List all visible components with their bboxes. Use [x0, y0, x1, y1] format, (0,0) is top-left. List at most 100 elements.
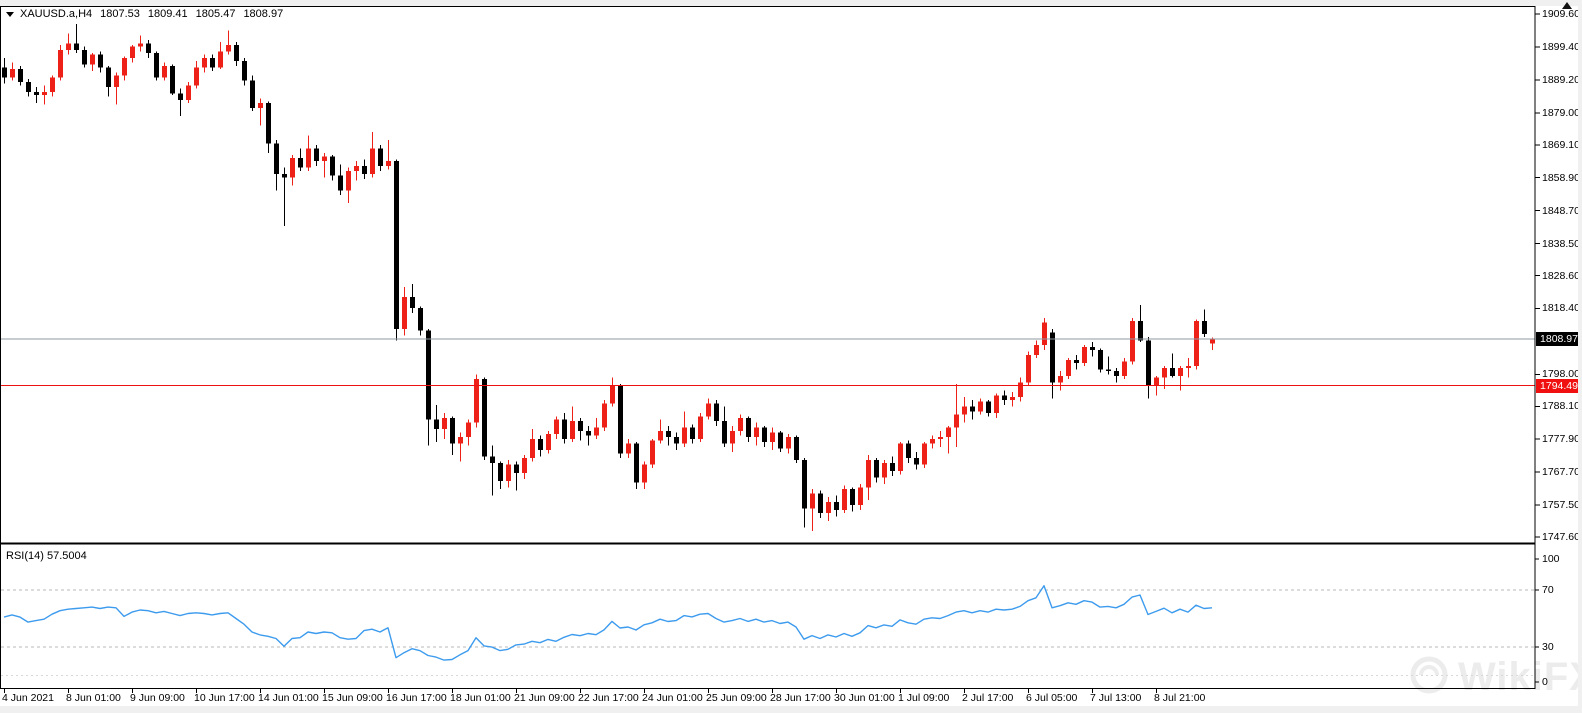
candle-body — [2, 67, 7, 78]
candle-body — [562, 419, 567, 439]
candle-body — [66, 43, 71, 50]
candle-body — [490, 456, 495, 464]
candle-body — [1170, 367, 1175, 376]
candle-body — [1090, 346, 1095, 351]
candle-body — [378, 148, 383, 167]
candle-body — [458, 437, 463, 444]
candle-body — [970, 406, 975, 412]
candle-body — [290, 157, 295, 178]
candle-body — [722, 421, 727, 444]
candle-body — [922, 443, 927, 465]
candle-body — [674, 437, 679, 444]
candle-body — [1018, 382, 1023, 397]
candle-body — [1074, 359, 1079, 363]
price-axis-label: 1777.90 — [1542, 433, 1580, 445]
candle-body — [138, 43, 143, 47]
symbol-period-label: XAUUSD.a,H4 — [20, 8, 93, 20]
candle-body — [578, 421, 583, 431]
candle-body — [706, 403, 711, 417]
candle-body — [450, 417, 455, 444]
candle-body — [442, 417, 447, 430]
candle-body — [1138, 321, 1143, 341]
candle-body — [162, 65, 167, 78]
symbol-dropdown-icon[interactable] — [6, 11, 14, 17]
price-axis-label: 1899.40 — [1542, 41, 1580, 53]
candle-body — [586, 430, 591, 436]
candle-body — [842, 488, 847, 510]
time-axis-label: 14 Jun 01:00 — [258, 692, 319, 704]
candle-body — [946, 427, 951, 438]
candle-body — [218, 51, 223, 68]
time-axis-label: 24 Jun 01:00 — [642, 692, 703, 704]
candle-body — [346, 170, 351, 191]
candle-body — [986, 401, 991, 414]
candle-body — [530, 438, 535, 459]
chart-frame — [0, 6, 1536, 689]
candle-body — [770, 432, 775, 443]
candle-body — [90, 54, 95, 65]
candle-body — [1162, 367, 1167, 378]
candle-body — [634, 443, 639, 483]
candle-body — [1042, 322, 1047, 346]
candle-body — [410, 296, 415, 309]
candle-body — [474, 379, 479, 423]
candle-body — [826, 501, 831, 514]
candle-body — [1050, 332, 1055, 383]
candle-body — [370, 148, 375, 175]
candle-body — [650, 440, 655, 465]
time-axis-label: 25 Jun 09:00 — [706, 692, 767, 704]
time-axis-label: 2 Jul 17:00 — [962, 692, 1014, 704]
time-axis-label: 4 Jun 2021 — [2, 692, 54, 704]
candle-body — [570, 421, 575, 439]
time-axis-label: 21 Jun 09:00 — [514, 692, 575, 704]
candle-body — [1154, 377, 1159, 386]
quote-open: 1807.53 — [100, 8, 140, 20]
candle-body — [1194, 321, 1199, 367]
symbol-quote-bar[interactable]: XAUUSD.a,H4 1807.53 1809.41 1805.47 1808… — [6, 8, 283, 20]
candle-body — [778, 432, 783, 449]
right-edge-strip — [1578, 0, 1582, 713]
candle-body — [802, 459, 807, 509]
candle-body — [274, 143, 279, 175]
candle-body — [554, 419, 559, 435]
price-axis-label: 1869.10 — [1542, 139, 1580, 151]
candle-body — [1106, 369, 1111, 372]
rsi-axis-label: 70 — [1542, 584, 1554, 596]
candle-body — [466, 422, 471, 438]
candle-body — [74, 43, 79, 50]
candle-body — [866, 459, 871, 488]
candle-body — [754, 427, 759, 438]
candle-body — [146, 43, 151, 54]
candle-body — [1082, 346, 1087, 363]
candle-body — [762, 427, 767, 443]
price-axis-label: 1828.60 — [1542, 270, 1580, 282]
time-axis-label: 15 Jun 09:00 — [322, 692, 383, 704]
candle-body — [298, 157, 303, 168]
time-axis-label: 10 Jun 17:00 — [194, 692, 255, 704]
candle-body — [714, 403, 719, 422]
candle-body — [82, 49, 87, 65]
candle-body — [42, 91, 47, 96]
rsi-axis-label: 100 — [1542, 553, 1560, 565]
candle-body — [386, 161, 391, 167]
scroll-up-icon[interactable] — [1562, 2, 1572, 9]
time-axis-label: 9 Jun 09:00 — [130, 692, 185, 704]
candle-body — [1130, 321, 1135, 362]
candle-body — [18, 69, 23, 83]
candle-body — [1186, 366, 1191, 368]
candle-body — [594, 427, 599, 436]
candle-body — [1026, 354, 1031, 383]
candle-body — [1114, 371, 1119, 376]
candle-body — [738, 417, 743, 431]
candle-body — [602, 403, 607, 428]
candle-body — [930, 438, 935, 444]
candle-body — [1034, 345, 1039, 355]
price-axis-label: 1879.00 — [1542, 107, 1580, 119]
candle-body — [58, 49, 63, 78]
price-axis-label: 1889.20 — [1542, 74, 1580, 86]
candle-body — [178, 93, 183, 100]
candle-body — [682, 427, 687, 444]
candle-body — [506, 464, 511, 481]
